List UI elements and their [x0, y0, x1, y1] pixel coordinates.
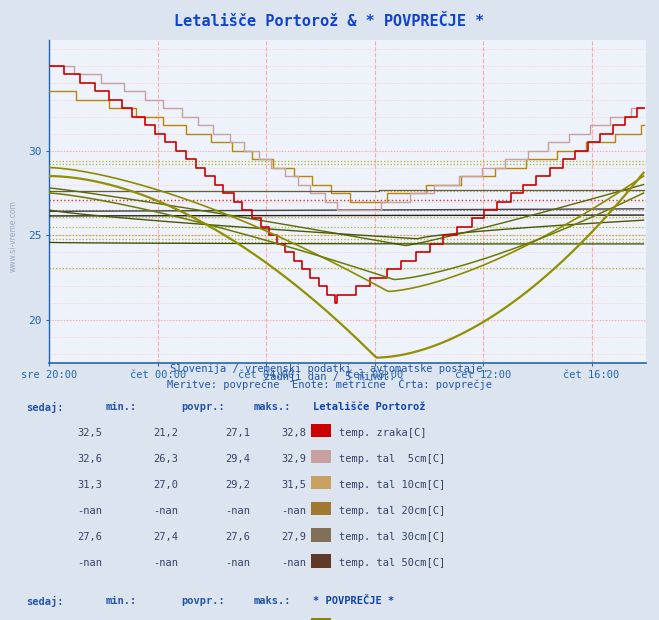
Text: Slovenija / vremenski podatki - avtomatske postaje.: Slovenija / vremenski podatki - avtomats… — [170, 364, 489, 374]
Text: -nan: -nan — [77, 506, 102, 516]
Text: -nan: -nan — [281, 506, 306, 516]
Text: 27,6: 27,6 — [225, 532, 250, 542]
Text: 29,4: 29,4 — [225, 454, 250, 464]
Text: temp. tal  5cm[C]: temp. tal 5cm[C] — [339, 454, 445, 464]
Text: -nan: -nan — [153, 558, 178, 568]
Text: www.si-vreme.com: www.si-vreme.com — [9, 200, 18, 272]
Text: 31,3: 31,3 — [77, 480, 102, 490]
Text: min.:: min.: — [105, 402, 136, 412]
Text: * POVPREČJE *: * POVPREČJE * — [313, 596, 394, 606]
Text: -nan: -nan — [77, 558, 102, 568]
Text: Letališče Portorož: Letališče Portorož — [313, 402, 426, 412]
Text: 27,4: 27,4 — [153, 532, 178, 542]
Text: min.:: min.: — [105, 596, 136, 606]
Text: sedaj:: sedaj: — [26, 596, 64, 608]
Text: 27,9: 27,9 — [281, 532, 306, 542]
Text: -nan: -nan — [153, 506, 178, 516]
Text: 26,3: 26,3 — [153, 454, 178, 464]
Text: 21,2: 21,2 — [153, 428, 178, 438]
Text: 27,6: 27,6 — [77, 532, 102, 542]
Text: 32,6: 32,6 — [77, 454, 102, 464]
Text: -nan: -nan — [225, 506, 250, 516]
Text: sedaj:: sedaj: — [26, 402, 64, 413]
Text: 32,5: 32,5 — [77, 428, 102, 438]
Text: -nan: -nan — [281, 558, 306, 568]
Text: temp. tal 30cm[C]: temp. tal 30cm[C] — [339, 532, 445, 542]
Text: temp. tal 50cm[C]: temp. tal 50cm[C] — [339, 558, 445, 568]
Text: -nan: -nan — [225, 558, 250, 568]
Text: zadnji dan / 5 minut.: zadnji dan / 5 minut. — [264, 372, 395, 382]
Text: temp. tal 20cm[C]: temp. tal 20cm[C] — [339, 506, 445, 516]
Text: Meritve: povprečne  Enote: metrične  Črta: povprečje: Meritve: povprečne Enote: metrične Črta:… — [167, 378, 492, 390]
Text: Letališče Portorož & * POVPREČJE *: Letališče Portorož & * POVPREČJE * — [175, 14, 484, 29]
Text: temp. tal 10cm[C]: temp. tal 10cm[C] — [339, 480, 445, 490]
Text: 27,0: 27,0 — [153, 480, 178, 490]
Text: maks.:: maks.: — [254, 596, 291, 606]
Text: povpr.:: povpr.: — [181, 596, 225, 606]
Text: 31,5: 31,5 — [281, 480, 306, 490]
Text: 27,1: 27,1 — [225, 428, 250, 438]
Text: temp. zraka[C]: temp. zraka[C] — [339, 428, 427, 438]
Text: maks.:: maks.: — [254, 402, 291, 412]
Text: povpr.:: povpr.: — [181, 402, 225, 412]
Text: 32,8: 32,8 — [281, 428, 306, 438]
Text: 29,2: 29,2 — [225, 480, 250, 490]
Text: 32,9: 32,9 — [281, 454, 306, 464]
